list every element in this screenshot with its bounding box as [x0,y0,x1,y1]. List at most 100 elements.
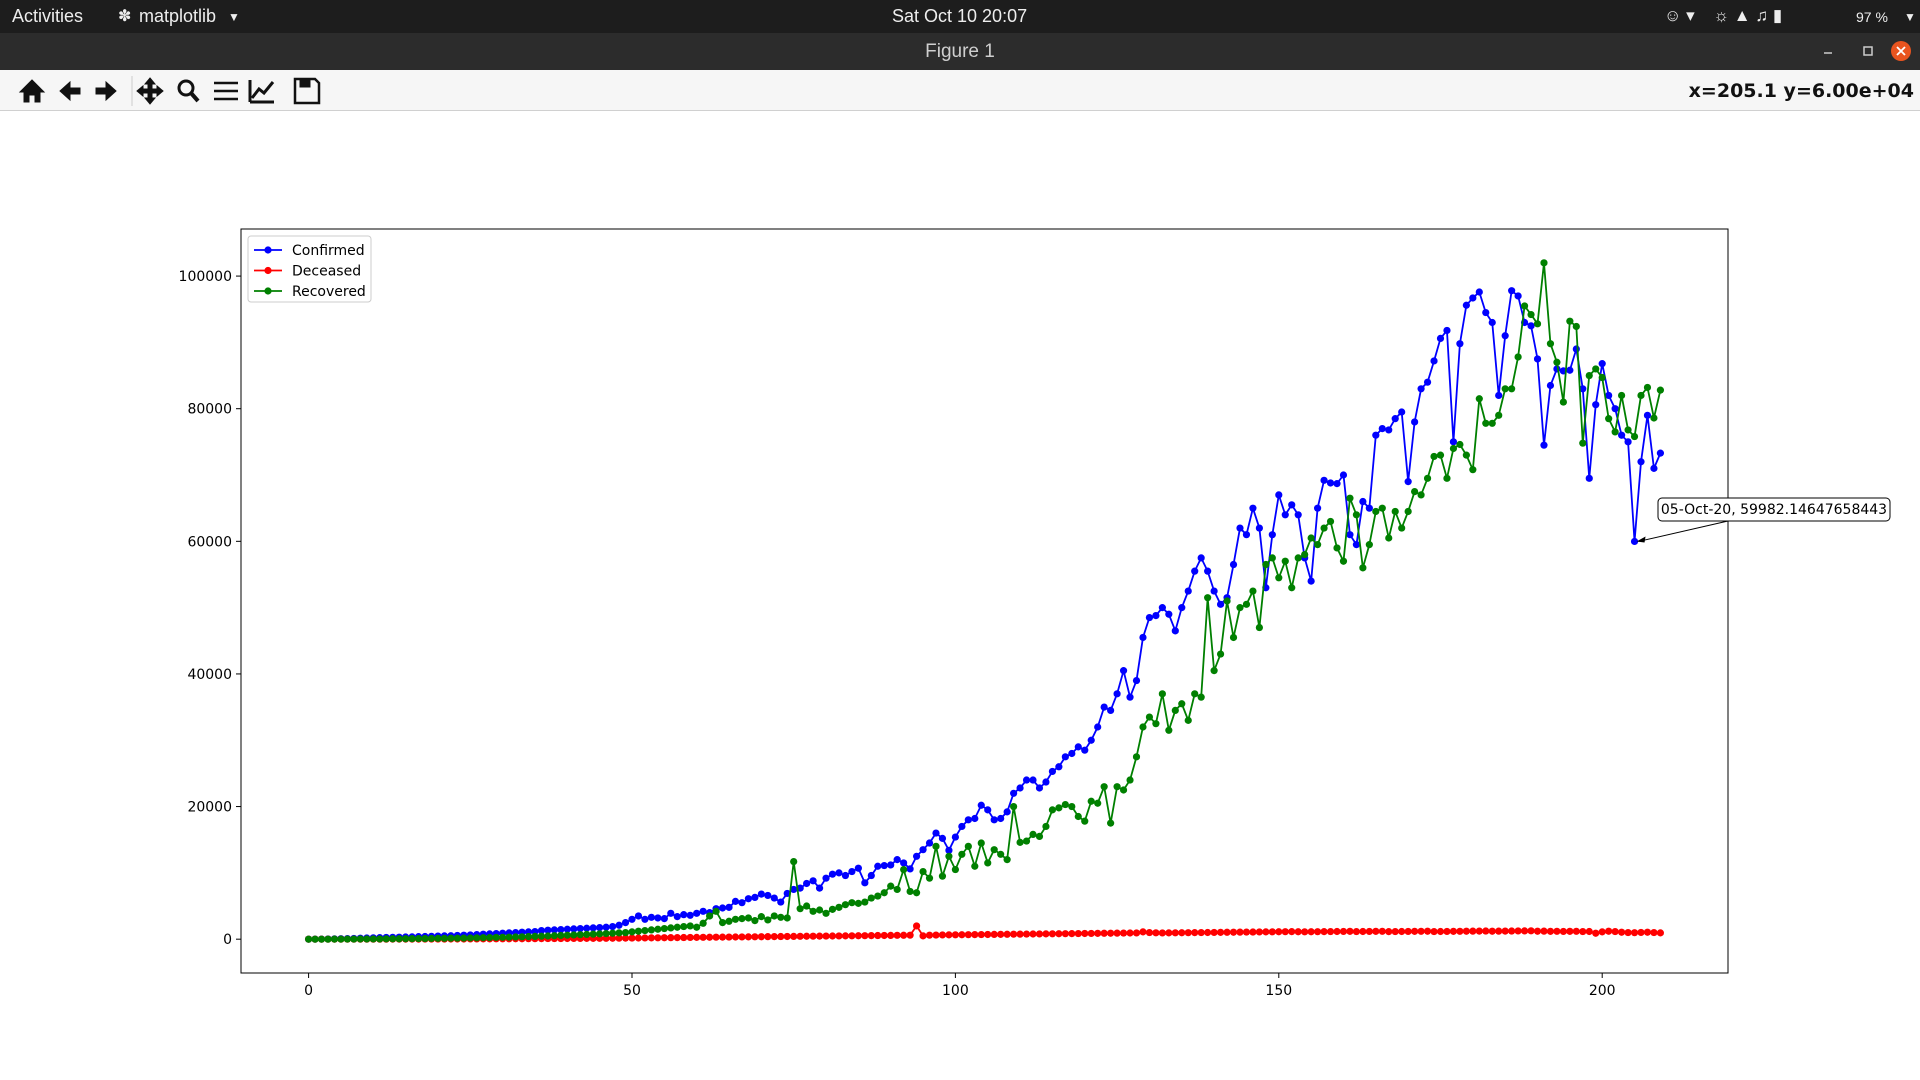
marker [1643,383,1652,392]
marker [1152,929,1160,937]
marker [479,934,487,942]
marker [1139,928,1147,936]
marker [1592,365,1600,373]
marker [1171,929,1179,937]
status-icons[interactable]: ☺ ▾ ☼ ▲ ♫ ▮ [1664,6,1783,25]
marker [822,932,830,940]
marker [951,833,959,841]
marker [718,919,727,927]
marker [1204,928,1212,937]
marker [919,867,927,876]
marker [1449,444,1458,453]
marker [938,834,947,842]
edit-button[interactable] [248,80,275,104]
marker [1423,927,1432,935]
clock[interactable]: Sat Oct 10 20:07 [892,6,1028,26]
marker [1320,928,1328,936]
marker [667,924,675,932]
marker [1398,524,1406,532]
marker [356,935,364,943]
maximize[interactable] [1863,46,1873,56]
marker [1281,557,1289,565]
marker [964,842,972,850]
marker [1113,783,1121,791]
marker [583,924,591,932]
y-tick-label: 100000 [179,269,232,285]
marker [790,857,798,866]
toolbar-icons [18,76,321,106]
app-menu[interactable]: matplotlib [139,6,217,26]
marker [1404,478,1412,486]
marker [544,926,552,934]
activities[interactable]: Activities [12,6,84,26]
marker [570,931,578,939]
marker [1229,928,1238,936]
marker [1094,723,1102,731]
save-button[interactable] [293,77,321,105]
marker [1216,650,1225,658]
marker [945,846,953,854]
window-title: Figure 1 [925,41,995,62]
marker [1307,534,1315,542]
marker [1229,560,1238,569]
marker [906,887,914,896]
marker [803,879,811,888]
marker [596,930,604,938]
forward-button[interactable] [95,80,117,102]
marker [841,901,850,909]
marker [363,935,371,943]
marker [893,856,901,864]
marker [563,925,571,933]
marker [887,861,895,869]
marker [1404,927,1412,936]
marker [958,822,966,831]
marker [1029,830,1037,839]
marker [1107,706,1115,715]
marker [1378,927,1386,935]
marker [699,907,707,915]
marker [1527,310,1535,319]
marker [880,861,888,870]
marker [1184,716,1192,724]
back-button[interactable] [59,80,81,102]
marker [1210,587,1218,595]
marker [473,934,481,942]
marker [1605,415,1613,423]
marker [900,859,908,867]
marker [1488,927,1496,935]
zoom-button[interactable] [177,79,195,97]
marker [738,899,746,907]
subplots-button[interactable] [214,81,238,101]
marker [421,934,429,943]
legend-box [247,235,372,303]
pan-button[interactable] [136,77,164,105]
marker [1158,929,1166,937]
marker [466,934,474,942]
marker [486,933,494,942]
marker [809,877,817,885]
marker [1385,534,1393,542]
marker [589,924,597,932]
marker [1171,627,1179,635]
marker [1210,667,1218,675]
home-button[interactable] [18,79,46,103]
marker [932,842,940,850]
marker [1566,927,1574,935]
marker [796,932,804,940]
marker [1469,466,1477,474]
marker [350,935,358,943]
marker [1598,360,1606,368]
x-tick-label: 0 [304,983,313,999]
marker [964,931,972,939]
marker [628,915,636,923]
marker [686,933,694,942]
marker [1307,577,1315,585]
marker [1436,927,1445,936]
marker [1074,929,1082,938]
marker [971,814,979,823]
marker [822,874,830,882]
marker [809,907,817,915]
marker [777,898,785,906]
marker [1301,550,1309,559]
figure: 0 20000 40000 60000 80000 100000 0 50 100 150 200 C… [179,228,1891,999]
